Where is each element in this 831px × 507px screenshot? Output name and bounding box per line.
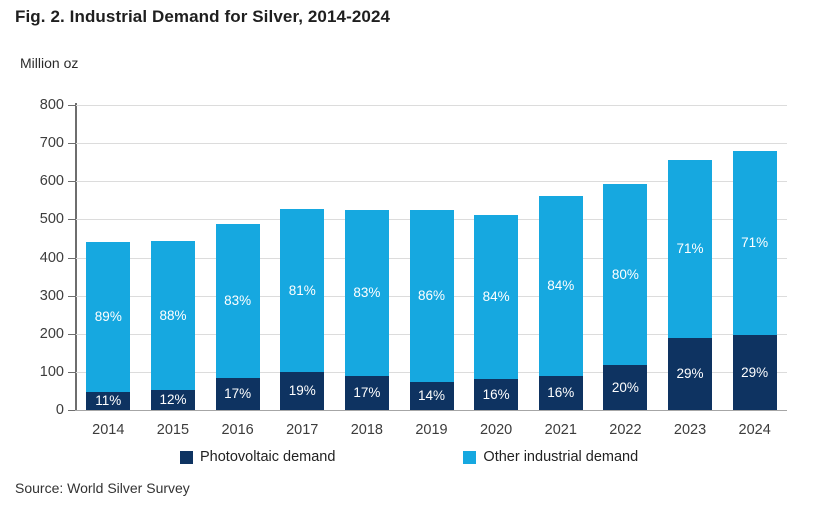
y-tick-mark-0 <box>68 410 75 411</box>
segment-percent-label-2018-photovoltaic: 17% <box>353 385 381 401</box>
x-axis-label-2019: 2019 <box>415 422 448 438</box>
bar-2019-photovoltaic: 14% <box>409 381 454 410</box>
segment-percent-label-2014-photovoltaic: 11% <box>95 393 122 409</box>
bar-2023-other-industrial: 71% <box>668 159 713 338</box>
x-axis-label-2020: 2020 <box>479 422 513 438</box>
bar-2021-photovoltaic: 16% <box>538 375 583 410</box>
bar-2016-other-industrial: 83% <box>215 223 260 379</box>
y-axis-line <box>75 103 77 411</box>
segment-percent-label-2023-other-industrial: 71% <box>676 240 704 256</box>
segment-percent-label-2015-other-industrial: 88% <box>159 307 187 323</box>
segment-percent-label-2015-photovoltaic: 12% <box>159 392 187 408</box>
plot-area: 11% 89% 12% 88% 17% 83% 19% 81% 17% 83% 14% 86% 16% 8… <box>76 105 787 410</box>
bar-2014-other-industrial: 89% <box>86 242 131 392</box>
legend-swatch-photovoltaic-icon <box>180 450 193 464</box>
y-tick-mark-100 <box>68 371 75 373</box>
x-axis-label-2018: 2018 <box>350 422 383 438</box>
segment-percent-label-2022-photovoltaic: 20% <box>611 379 639 395</box>
x-axis-label-2015: 2015 <box>156 422 190 438</box>
segment-percent-label-2021-other-industrial: 84% <box>547 277 575 293</box>
y-tick-mark-300 <box>68 295 75 297</box>
y-axis-unit-label: Million oz <box>20 55 79 71</box>
bar-2014-photovoltaic: 11% <box>86 391 131 410</box>
gridline-700 <box>76 143 787 145</box>
segment-percent-label-2019-other-industrial: 86% <box>417 288 446 304</box>
y-tick-label-800: 800 <box>39 97 64 113</box>
bar-2024-photovoltaic: 29% <box>732 334 777 410</box>
segment-percent-label-2022-other-industrial: 80% <box>611 266 639 282</box>
segment-percent-label-2020-photovoltaic: 16% <box>482 386 510 402</box>
x-axis-label-2023: 2023 <box>673 422 707 438</box>
y-tick-mark-600 <box>68 181 75 183</box>
bar-2021-other-industrial: 84% <box>538 195 583 376</box>
y-tick-mark-800 <box>68 105 75 106</box>
segment-percent-label-2021-photovoltaic: 16% <box>547 385 575 401</box>
bar-2015-other-industrial: 88% <box>150 241 195 390</box>
y-tick-label-500: 500 <box>39 211 64 228</box>
y-tick-label-400: 400 <box>39 249 64 266</box>
gridline-600 <box>76 181 787 183</box>
segment-percent-label-2020-other-industrial: 84% <box>482 289 510 305</box>
segment-percent-label-2024-photovoltaic: 29% <box>741 364 769 380</box>
bar-2024-other-industrial: 71% <box>732 150 777 335</box>
bar-2016-photovoltaic: 17% <box>215 378 260 410</box>
bar-2017-other-industrial: 81% <box>280 209 325 372</box>
gridline-800 <box>76 105 787 106</box>
y-tick-mark-500 <box>68 219 75 221</box>
bar-2018-other-industrial: 83% <box>344 209 389 377</box>
y-tick-mark-700 <box>68 143 75 145</box>
bar-2023-photovoltaic: 29% <box>668 337 713 410</box>
source-note: Source: World Silver Survey <box>15 480 190 496</box>
x-axis-baseline <box>70 410 787 411</box>
y-tick-label-600: 600 <box>39 173 64 190</box>
x-axis-label-2017: 2017 <box>286 422 319 438</box>
segment-percent-label-2014-other-industrial: 89% <box>94 309 122 325</box>
y-tick-label-700: 700 <box>39 135 64 152</box>
bar-2017-photovoltaic: 19% <box>280 371 325 410</box>
bar-2018-photovoltaic: 17% <box>344 376 389 410</box>
y-tick-label-300: 300 <box>39 287 64 304</box>
x-axis-label-2021: 2021 <box>544 422 577 438</box>
legend-swatch-other-industrial-icon <box>463 450 477 464</box>
x-axis-label-2016: 2016 <box>221 422 254 438</box>
segment-percent-label-2019-photovoltaic: 14% <box>417 388 446 404</box>
segment-percent-label-2023-photovoltaic: 29% <box>676 366 704 382</box>
segment-percent-label-2017-photovoltaic: 19% <box>288 383 316 399</box>
y-tick-mark-200 <box>68 333 75 335</box>
legend-label-photovoltaic: Photovoltaic demand <box>200 449 336 465</box>
bar-2020-photovoltaic: 16% <box>474 378 519 410</box>
y-tick-label-0: 0 <box>55 402 64 418</box>
chart-title: Fig. 2. Industrial Demand for Silver, 20… <box>15 7 391 26</box>
segment-percent-label-2024-other-industrial: 71% <box>741 235 769 251</box>
y-tick-label-200: 200 <box>39 325 64 342</box>
x-axis-label-2024: 2024 <box>738 422 771 438</box>
bar-2015-photovoltaic: 12% <box>150 389 195 410</box>
segment-percent-label-2016-other-industrial: 83% <box>224 293 252 309</box>
legend: Photovoltaic demand Other industrial dem… <box>180 449 638 465</box>
bar-2020-other-industrial: 84% <box>474 215 519 379</box>
y-tick-mark-400 <box>68 257 75 259</box>
bar-2022-other-industrial: 80% <box>603 183 648 365</box>
bar-2022-photovoltaic: 20% <box>603 364 648 410</box>
segment-percent-label-2016-photovoltaic: 17% <box>224 386 252 402</box>
x-axis-label-2022: 2022 <box>609 422 642 438</box>
segment-percent-label-2017-other-industrial: 81% <box>288 282 316 298</box>
x-axis-label-2014: 2014 <box>92 422 125 438</box>
legend-item-other-industrial-demand: Other industrial demand <box>463 449 638 465</box>
y-tick-label-100: 100 <box>39 363 64 380</box>
segment-percent-label-2018-other-industrial: 83% <box>353 285 381 301</box>
legend-item-photovoltaic-demand: Photovoltaic demand <box>180 449 335 465</box>
bar-2019-other-industrial: 86% <box>409 209 454 382</box>
legend-label-other-industrial: Other industrial demand <box>483 449 639 465</box>
